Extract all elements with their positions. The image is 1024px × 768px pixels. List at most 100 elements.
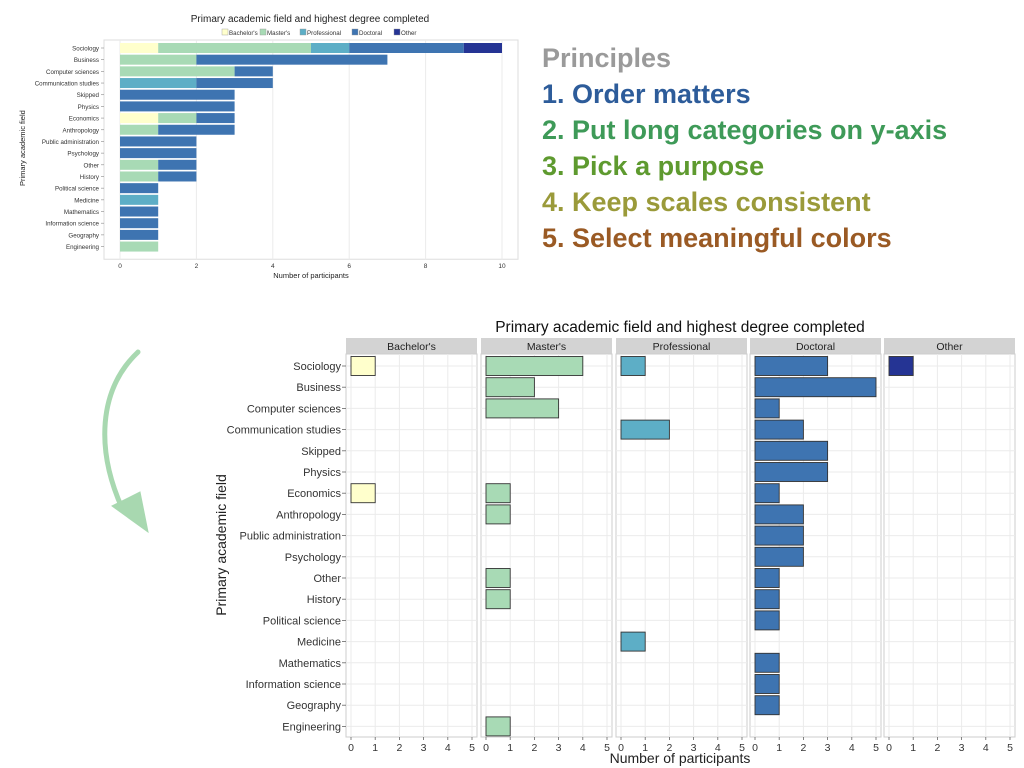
y-axis-label: Primary academic field bbox=[213, 474, 229, 616]
x-tick-label: 3 bbox=[959, 742, 965, 754]
facet-strip bbox=[616, 338, 747, 354]
x-axis-label: Number of participants bbox=[273, 271, 349, 280]
bar bbox=[754, 462, 829, 482]
bar-segment bbox=[158, 171, 197, 182]
y-tick-label: Political science bbox=[263, 615, 341, 627]
y-tick-label: Geography bbox=[68, 232, 100, 239]
chart-title: Primary academic field and highest degre… bbox=[495, 319, 865, 336]
x-tick-label: 6 bbox=[347, 263, 351, 270]
bar-segment bbox=[120, 183, 159, 194]
principle-1: 1. Order matters bbox=[542, 79, 751, 109]
principle-2: 2. Put long categories on y-axis bbox=[542, 115, 948, 145]
bar-segment bbox=[120, 136, 197, 147]
x-tick-label: 5 bbox=[1007, 742, 1013, 754]
bar bbox=[485, 589, 511, 610]
y-tick-label: Business bbox=[296, 382, 341, 394]
principle-4: 4. Keep scales consistent bbox=[542, 187, 871, 217]
bar bbox=[620, 631, 646, 652]
x-tick-label: 4 bbox=[271, 263, 275, 270]
bar-segment bbox=[158, 124, 235, 135]
bar bbox=[485, 377, 535, 398]
legend-label: Bachelor's bbox=[229, 30, 258, 37]
bar-segment bbox=[120, 148, 197, 159]
x-tick-label: 2 bbox=[531, 742, 537, 754]
bar bbox=[754, 483, 780, 504]
legend-label: Professional bbox=[307, 30, 341, 37]
chart-title: Primary academic field and highest degre… bbox=[191, 14, 429, 25]
bar-segment bbox=[120, 89, 235, 100]
bar-segment bbox=[120, 218, 159, 229]
bar-segment bbox=[234, 66, 273, 77]
x-tick-label: 1 bbox=[776, 742, 782, 754]
bar-segment bbox=[349, 43, 464, 53]
x-tick-label: 0 bbox=[348, 742, 354, 754]
bar-segment bbox=[196, 113, 235, 124]
facet-panel bbox=[345, 353, 478, 738]
y-tick-label: Sociology bbox=[293, 361, 341, 373]
bar-segment bbox=[120, 159, 159, 170]
y-tick-label: Communication studies bbox=[35, 81, 99, 88]
bar bbox=[754, 525, 804, 546]
legend-swatch bbox=[221, 28, 229, 36]
legend-label: Other bbox=[401, 30, 416, 37]
bar bbox=[754, 377, 877, 398]
x-tick-label: 0 bbox=[618, 742, 624, 754]
y-tick-label: Computer sciences bbox=[247, 403, 342, 415]
y-tick-label: Skipped bbox=[77, 92, 100, 99]
x-tick-label: 5 bbox=[739, 742, 745, 754]
bar-segment bbox=[120, 229, 159, 240]
bar bbox=[754, 504, 804, 525]
bar bbox=[754, 589, 780, 610]
bar bbox=[754, 568, 780, 588]
stacked-bar-chart: Primary academic field and highest degre… bbox=[18, 14, 519, 280]
facet-panel bbox=[615, 353, 748, 738]
x-tick-label: 3 bbox=[825, 742, 831, 754]
bar-segment bbox=[120, 43, 159, 53]
x-tick-label: 4 bbox=[445, 742, 451, 754]
y-tick-label: Business bbox=[74, 57, 99, 64]
bar-segment bbox=[120, 66, 235, 77]
x-tick-label: 5 bbox=[604, 742, 610, 754]
y-tick-label: Public administration bbox=[240, 531, 342, 543]
y-tick-label: Mathematics bbox=[279, 658, 342, 670]
facet-strip bbox=[481, 338, 612, 354]
principles-heading: Principles bbox=[542, 43, 672, 73]
legend-label: Doctoral bbox=[359, 30, 382, 37]
y-axis-label: Primary academic field bbox=[18, 110, 27, 186]
x-tick-label: 4 bbox=[715, 742, 721, 754]
bar-segment bbox=[311, 43, 350, 53]
facet-label: Other bbox=[936, 341, 963, 353]
bar-segment bbox=[120, 194, 159, 205]
legend-swatch bbox=[299, 28, 307, 36]
bar bbox=[485, 356, 584, 376]
y-tick-label: Anthropology bbox=[276, 509, 341, 521]
x-tick-label: 8 bbox=[424, 263, 428, 270]
y-tick-label: Engineering bbox=[66, 244, 100, 251]
bar bbox=[485, 716, 511, 737]
y-tick-label: Anthropology bbox=[63, 127, 100, 134]
facet-strip bbox=[346, 338, 477, 354]
y-tick-label: Psychology bbox=[67, 151, 100, 158]
x-tick-label: 0 bbox=[752, 742, 758, 754]
bar bbox=[754, 546, 804, 567]
y-tick-label: History bbox=[307, 594, 342, 606]
bar-segment bbox=[120, 78, 197, 89]
x-tick-label: 4 bbox=[983, 742, 989, 754]
principles-list: Principles 1. Order matters 2. Put long … bbox=[542, 40, 947, 256]
x-tick-label: 2 bbox=[666, 742, 672, 754]
facet-strip bbox=[750, 338, 881, 354]
bar bbox=[620, 419, 670, 440]
y-tick-label: Psychology bbox=[285, 552, 342, 564]
bar bbox=[754, 652, 780, 673]
x-tick-label: 10 bbox=[498, 263, 506, 270]
y-tick-label: Economics bbox=[287, 488, 341, 500]
x-tick-label: 0 bbox=[118, 263, 122, 270]
y-tick-label: Other bbox=[313, 573, 341, 585]
y-tick-label: Geography bbox=[287, 700, 342, 712]
facet-panel bbox=[883, 353, 1016, 738]
x-tick-label: 1 bbox=[372, 742, 378, 754]
x-tick-label: 3 bbox=[421, 742, 427, 754]
bar-segment bbox=[158, 43, 311, 53]
bar-segment bbox=[120, 113, 159, 124]
